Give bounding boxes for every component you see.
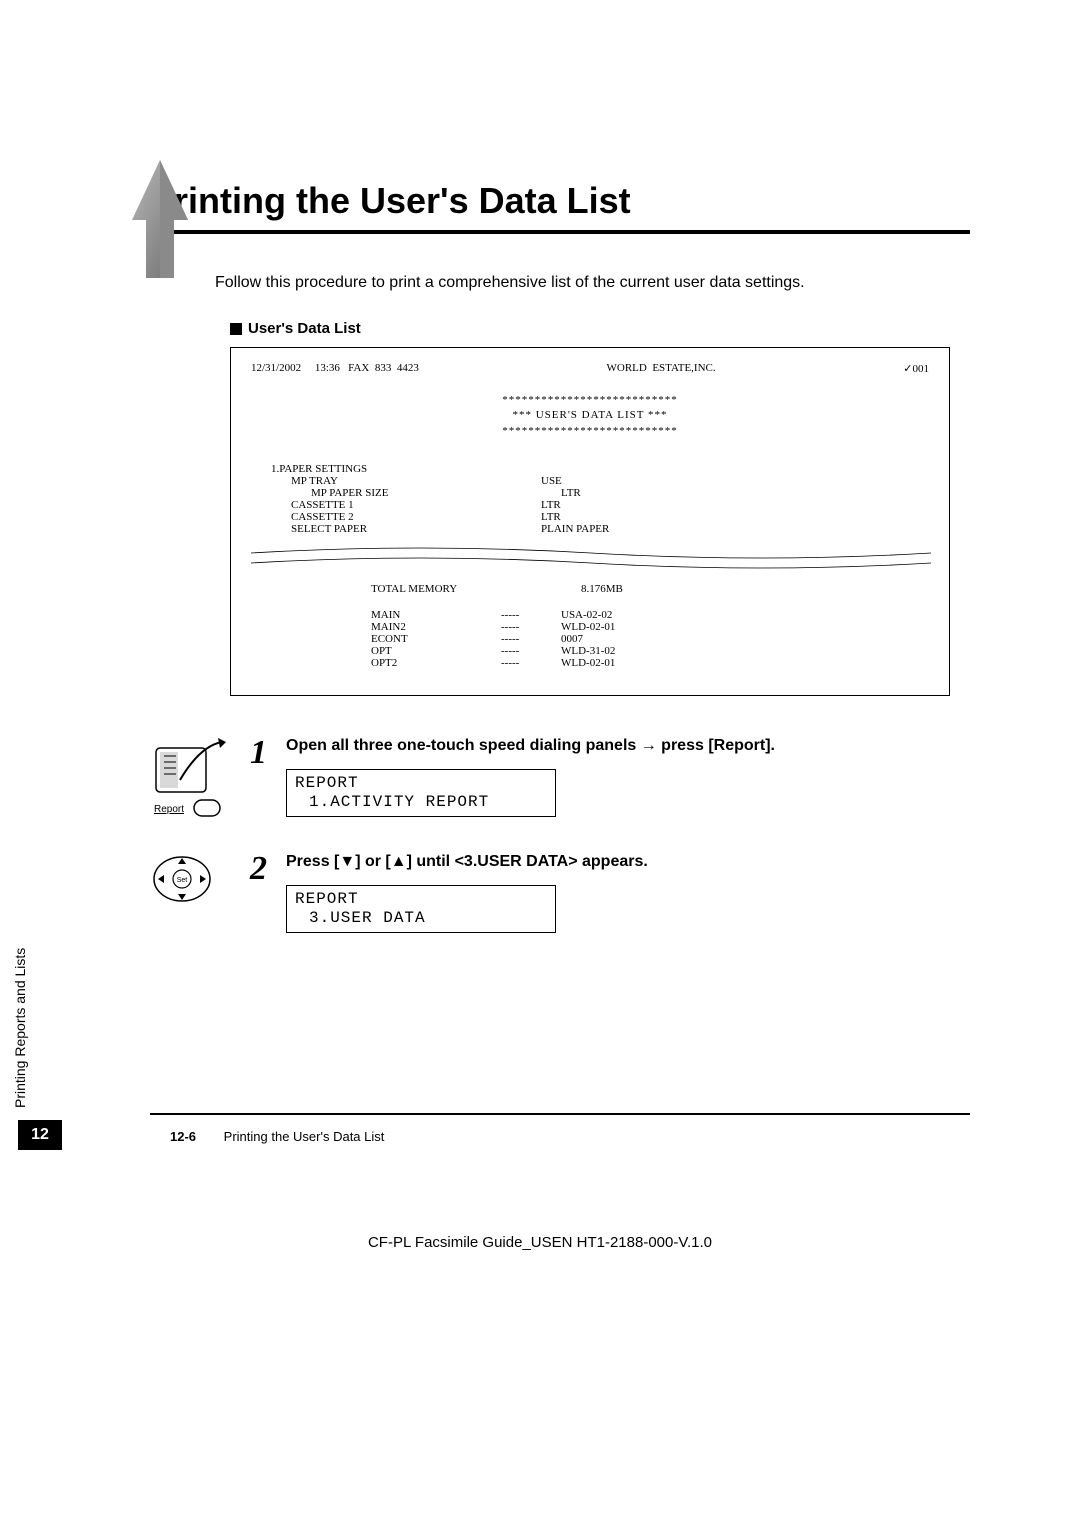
square-bullet-icon xyxy=(230,323,242,335)
report-header-right: ✓001 xyxy=(903,362,929,375)
lcd-display-2: REPORT 3.USER DATA xyxy=(286,885,556,933)
chapter-badge: 12 xyxy=(18,1120,62,1150)
step2-instruction: Press [▼] or [▲] until <3.USER DATA> app… xyxy=(286,852,970,873)
side-tab: Printing Reports and Lists 12 xyxy=(18,890,62,1150)
row-value: LTR xyxy=(541,511,929,523)
mem-label: MAIN xyxy=(271,609,411,621)
mem-dashes: ----- xyxy=(411,645,561,657)
step-number-1: 1 xyxy=(250,736,286,770)
row-value: PLAIN PAPER xyxy=(541,523,929,535)
mem-label: OPT xyxy=(271,645,411,657)
report-title-block: *************************** *** USER'S D… xyxy=(251,393,929,439)
total-memory-row: TOTAL MEMORY 8.176MB xyxy=(251,583,929,595)
mem-label: ECONT xyxy=(271,633,411,645)
memory-row: ECONT ----- 0007 xyxy=(271,633,929,645)
row-label: MP PAPER SIZE xyxy=(271,487,541,499)
svg-text:Report: Report xyxy=(154,804,184,815)
mem-value: 0007 xyxy=(561,633,929,645)
step-number-2: 2 xyxy=(250,852,286,886)
total-memory-label: TOTAL MEMORY xyxy=(251,583,581,595)
row-label: MP TRAY xyxy=(271,475,541,487)
row-value: LTR xyxy=(541,487,929,499)
step1-text-b: press [Report]. xyxy=(657,737,775,754)
paper-settings-block: 1.PAPER SETTINGS MP TRAY USE MP PAPER SI… xyxy=(271,463,929,535)
mem-value: USA-02-02 xyxy=(561,609,929,621)
document-id: CF-PL Facsimile Guide_USEN HT1-2188-000-… xyxy=(110,1234,970,1251)
mem-dashes: ----- xyxy=(411,657,561,669)
settings-row: MP TRAY USE xyxy=(271,475,929,487)
mem-dashes: ----- xyxy=(411,609,561,621)
row-value: USE xyxy=(541,475,929,487)
report-header-center: WORLD ESTATE,INC. xyxy=(607,362,716,375)
settings-row: MP PAPER SIZE LTR xyxy=(271,487,929,499)
memory-row: OPT ----- WLD-31-02 xyxy=(271,645,929,657)
lcd-display-1: REPORT 1.ACTIVITY REPORT xyxy=(286,769,556,817)
mem-dashes: ----- xyxy=(411,633,561,645)
step-2: Set 2 Press [▼] or [▲] until <3.USER DAT… xyxy=(150,852,970,933)
report-title-line: *** USER'S DATA LIST *** xyxy=(251,408,929,423)
header-arrow-icon xyxy=(130,160,190,280)
mem-label: MAIN2 xyxy=(271,621,411,633)
settings-row: SELECT PAPER PLAIN PAPER xyxy=(271,523,929,535)
footer-line: 12-6 Printing the User's Data List xyxy=(170,1129,970,1144)
mem-value: WLD-02-01 xyxy=(561,657,929,669)
intro-text: Follow this procedure to print a compreh… xyxy=(215,274,970,292)
footer-rule xyxy=(150,1113,970,1115)
settings-heading: 1.PAPER SETTINGS xyxy=(271,463,929,475)
mem-value: WLD-31-02 xyxy=(561,645,929,657)
row-label: CASSETTE 2 xyxy=(271,511,541,523)
page-content: Printing the User's Data List Follow thi… xyxy=(110,180,970,1251)
settings-row: CASSETTE 1 LTR xyxy=(271,499,929,511)
checkmark-icon: ✓ xyxy=(903,362,912,375)
panels-icon xyxy=(150,736,228,798)
report-button-icon: Report xyxy=(150,798,228,822)
report-page-num: 001 xyxy=(913,363,930,375)
memory-row: OPT2 ----- WLD-02-01 xyxy=(271,657,929,669)
step1-text-a: Open all three one-touch speed dialing p… xyxy=(286,737,641,754)
report-header: 12/31/2002 13:36 FAX 833 4423 WORLD ESTA… xyxy=(251,362,929,375)
step1-icons: Report xyxy=(150,736,250,822)
stars-top: *************************** xyxy=(251,393,929,408)
sample-report: 12/31/2002 13:36 FAX 833 4423 WORLD ESTA… xyxy=(230,347,950,696)
mem-value: WLD-02-01 xyxy=(561,621,929,633)
settings-row: CASSETTE 2 LTR xyxy=(271,511,929,523)
mem-label: OPT2 xyxy=(271,657,411,669)
memory-block: MAIN ----- USA-02-02 MAIN2 ----- WLD-02-… xyxy=(271,609,929,669)
title-underline xyxy=(150,230,970,234)
footer-title: Printing the User's Data List xyxy=(224,1129,385,1144)
step2-icons: Set xyxy=(150,852,250,911)
step-1: Report 1 Open all three one-touch speed … xyxy=(150,736,970,822)
row-label: CASSETTE 1 xyxy=(271,499,541,511)
break-divider xyxy=(251,543,929,571)
row-label: SELECT PAPER xyxy=(271,523,541,535)
lcd1-line1: REPORT xyxy=(295,774,547,793)
stars-bottom: *************************** xyxy=(251,424,929,439)
dpad-icon: Set xyxy=(150,852,214,906)
section-header: User's Data List xyxy=(230,320,970,337)
section-label: User's Data List xyxy=(248,320,361,337)
lcd1-line2: 1.ACTIVITY REPORT xyxy=(295,793,547,812)
side-tab-label: Printing Reports and Lists xyxy=(12,948,28,1108)
step1-instruction: Open all three one-touch speed dialing p… xyxy=(286,736,970,757)
footer-page-number: 12-6 xyxy=(170,1129,196,1144)
svg-text:Set: Set xyxy=(177,877,188,884)
memory-row: MAIN ----- USA-02-02 xyxy=(271,609,929,621)
page-title: Printing the User's Data List xyxy=(150,180,970,222)
row-value: LTR xyxy=(541,499,929,511)
lcd2-line1: REPORT xyxy=(295,890,547,909)
mem-dashes: ----- xyxy=(411,621,561,633)
right-arrow-icon: → xyxy=(641,737,657,754)
memory-row: MAIN2 ----- WLD-02-01 xyxy=(271,621,929,633)
lcd2-line2: 3.USER DATA xyxy=(295,909,547,928)
total-memory-value: 8.176MB xyxy=(581,583,929,595)
report-header-left: 12/31/2002 13:36 FAX 833 4423 xyxy=(251,362,419,375)
